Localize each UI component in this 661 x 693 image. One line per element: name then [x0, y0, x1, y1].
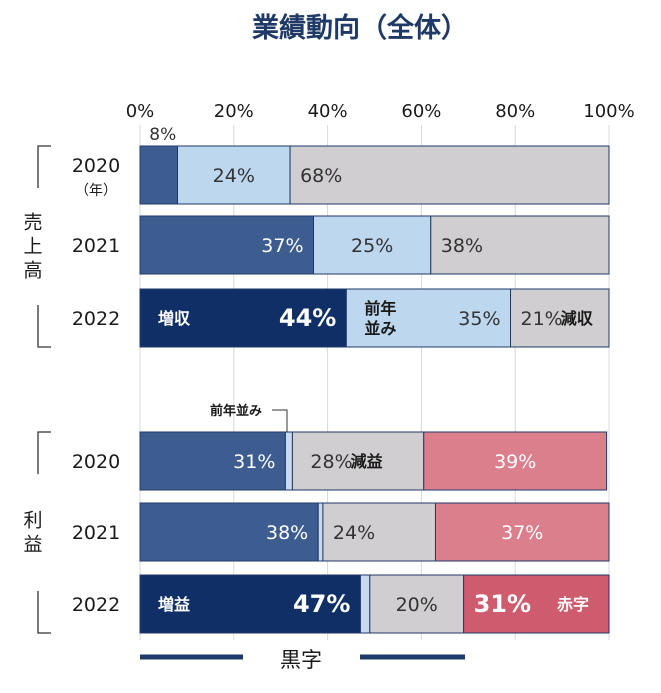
group-bracket	[37, 591, 51, 634]
bar-segment	[284, 431, 293, 491]
group-bracket	[37, 145, 51, 188]
status-label: 増収	[158, 309, 191, 328]
category-sublabel: （年）	[75, 183, 117, 199]
bar-segment	[139, 288, 347, 348]
group-label: 売上高	[23, 212, 42, 282]
x-tick-label: 80%	[495, 101, 535, 122]
bar-segment	[430, 215, 610, 275]
data-label: 25%	[351, 235, 393, 257]
data-label: 21%	[521, 308, 563, 330]
data-label: 47%	[293, 590, 350, 618]
data-label: 31%	[233, 451, 275, 473]
data-label: 38%	[266, 522, 308, 544]
bar-segment	[139, 502, 319, 562]
group-bracket	[37, 305, 51, 348]
annotation-line	[272, 409, 288, 432]
data-label: 68%	[300, 165, 342, 187]
bar-segment	[139, 431, 286, 491]
data-label: 20%	[396, 594, 438, 616]
bar-segment	[139, 215, 315, 275]
data-label: 37%	[501, 522, 543, 544]
bars	[139, 145, 610, 634]
category-label: 2022	[72, 308, 120, 330]
bar-segment	[139, 145, 179, 205]
category-label: 2022	[72, 594, 120, 616]
chart-title: 業績動向（全体）	[252, 12, 468, 44]
category-label: 2021	[72, 522, 120, 544]
category-label: 2020	[72, 155, 120, 177]
status-label: 赤字	[557, 595, 589, 614]
x-tick-label: 20%	[214, 101, 254, 122]
group-bracket	[37, 431, 51, 474]
x-tick-label: 0%	[126, 101, 155, 122]
legend-label: 黒字	[280, 648, 322, 672]
data-label: 24%	[333, 522, 375, 544]
bar-segment	[177, 145, 291, 205]
category-label: 2021	[72, 235, 120, 257]
bar-segment	[463, 574, 610, 634]
data-label: 8%	[149, 125, 176, 145]
x-tick-label: 60%	[401, 101, 441, 122]
bar-segment	[369, 574, 465, 634]
data-label: 38%	[441, 235, 483, 257]
data-label: 31%	[474, 590, 531, 618]
labels: 売上高 2020 （年） 8% 24% 68% 2021 37% 25% 38% 2022 44% 増収…	[23, 125, 593, 618]
data-label: 37%	[261, 235, 303, 257]
status-label: 前年並み	[364, 299, 396, 338]
data-label: 44%	[279, 304, 336, 332]
x-tick-label: 100%	[583, 101, 634, 122]
x-tick-label: 40%	[308, 101, 348, 122]
annotation-label: 前年並み	[210, 403, 262, 419]
data-label: 24%	[213, 165, 255, 187]
bar-segment	[317, 502, 324, 562]
bar-segment	[289, 145, 610, 205]
group-label: 利益	[23, 510, 42, 556]
bar-segment	[139, 574, 361, 634]
status-label: 減益	[351, 452, 383, 471]
status-label: 増益	[158, 595, 190, 614]
status-label: 減収	[561, 309, 594, 328]
data-label: 35%	[458, 308, 500, 330]
data-label: 39%	[494, 451, 536, 473]
bar-segment	[359, 574, 371, 634]
bar-segment	[510, 288, 610, 348]
bar-segment	[423, 431, 608, 491]
bar-segment	[291, 431, 425, 491]
category-label: 2020	[72, 451, 120, 473]
data-label: 28%	[310, 451, 352, 473]
bar-segment	[434, 502, 610, 562]
legend: 黒字	[140, 648, 465, 672]
bar-segment	[322, 502, 436, 562]
